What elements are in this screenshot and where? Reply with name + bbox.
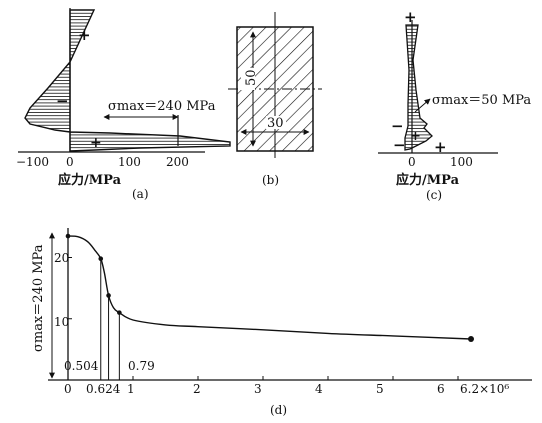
panel-c-tick-label: 100 [450, 155, 473, 169]
panel-a-tick-label: −100 [16, 155, 49, 169]
panel-c-sign-inner-plus: + [410, 129, 421, 144]
panel-d-xtick-label: 0.79 [128, 359, 155, 373]
panel-d-tick-marks [68, 257, 459, 380]
panel-c-tick-label: 0 [408, 155, 416, 169]
panel-d: σmax＝240 MPa 10 20 0 0.504 0.624 0.79 1 … [31, 228, 532, 417]
panel-a-sign-top: + [78, 26, 91, 44]
panel-d-point-marker [117, 310, 122, 315]
panel-a-tick-label: 100 [118, 155, 141, 169]
panel-d-point-marker [106, 293, 111, 298]
panel-d-xtick-label: 4 [315, 382, 323, 396]
panel-d-curve [67, 235, 472, 340]
panel-d-xtick-label: 3 [254, 382, 262, 396]
panel-c-axis-label: 应力/MPa [396, 172, 460, 188]
panel-d-xtick-label: 0.624 [86, 382, 121, 396]
panel-a-tick-label: 200 [166, 155, 189, 169]
panel-d-xtick-label: 5 [376, 382, 384, 396]
panel-b-width-label: 30 [267, 116, 284, 131]
panel-c-sign-top: + [404, 8, 417, 26]
panel-c-annotation: σmax＝50 MPa [432, 93, 531, 108]
panel-d-drop-lines [100, 258, 120, 380]
panel-c-sign-lower-minus: − [393, 136, 406, 154]
panel-d-ylabel: σmax＝240 MPa [31, 244, 46, 352]
panel-c-caption: (c) [426, 188, 442, 202]
panel-c-stress-profile [404, 24, 433, 151]
panel-d-ytick-label: 10 [54, 315, 69, 329]
panel-a-axis-label: 应力/MPa [58, 172, 122, 188]
panel-a-sign-middle: − [56, 92, 69, 110]
panel-d-caption: (d) [270, 403, 287, 417]
panel-d-xtick-label: 6.2×10⁶ [460, 382, 509, 396]
panel-d-point-marker [98, 256, 104, 262]
panel-b: 50 30 (b) [228, 12, 322, 187]
panel-c-sign-upper-minus: − [391, 117, 404, 135]
panel-a-sign-bottom: + [90, 135, 102, 151]
panel-c-annotation-arrow [414, 98, 431, 113]
panel-c: σmax＝50 MPa + − − + + 0 100 应力/MPa (c) [378, 8, 531, 202]
panel-a: σmax＝240 MPa + − + −100 0 100 200 应力/MPa… [16, 8, 231, 201]
panel-a-annotation: σmax＝240 MPa [108, 99, 216, 114]
panel-b-height-label: 50 [244, 69, 259, 86]
panel-d-xtick-label: 6 [437, 382, 445, 396]
panel-a-tick-label: 0 [66, 155, 74, 169]
panel-d-point-marker [468, 335, 474, 342]
panel-d-xtick-label: 1 [127, 382, 135, 396]
panel-a-stress-profile [24, 9, 231, 152]
panel-d-markers [65, 233, 474, 342]
panel-d-xtick-label: 0.504 [64, 359, 99, 373]
panel-c-sign-right-plus: + [434, 138, 447, 156]
panel-d-xtick-label: 2 [193, 382, 201, 396]
panel-b-caption: (b) [262, 173, 279, 187]
panel-a-caption: (a) [132, 187, 149, 201]
panel-d-point-marker [65, 233, 71, 239]
panel-d-ytick-label: 20 [54, 251, 69, 265]
panel-d-xtick-label: 0 [64, 382, 72, 396]
